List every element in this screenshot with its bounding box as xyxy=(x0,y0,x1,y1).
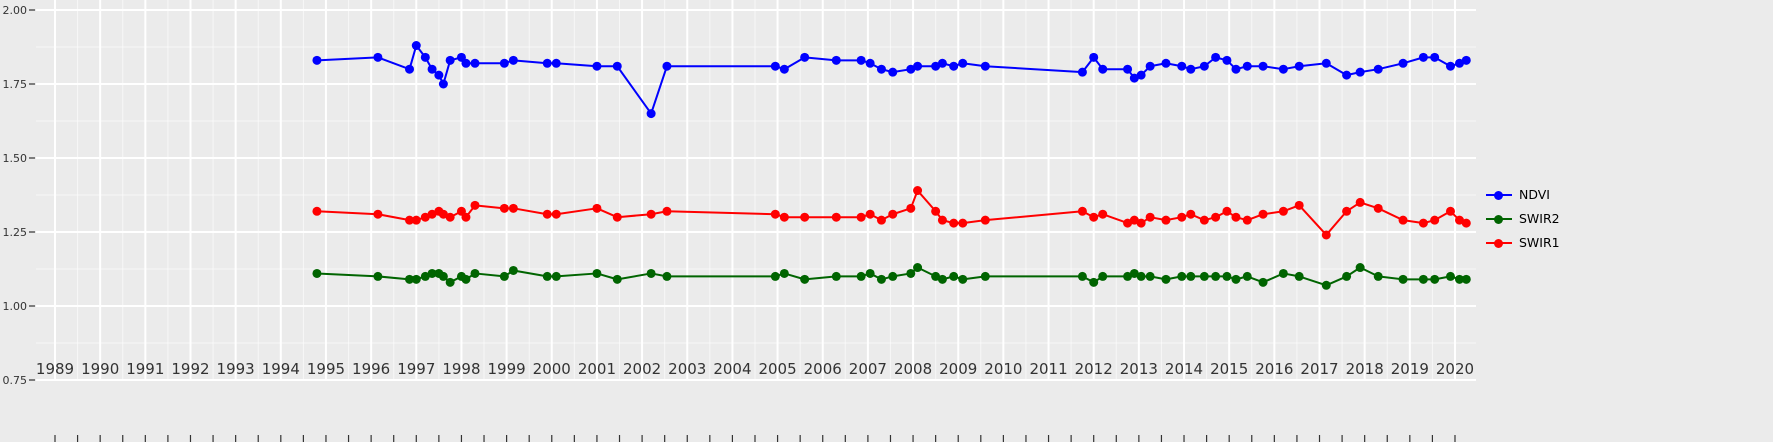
svg-text:2004: 2004 xyxy=(713,360,751,378)
svg-text:1.75: 1.75 xyxy=(3,78,28,91)
svg-text:2.00: 2.00 xyxy=(3,4,28,17)
svg-text:1994: 1994 xyxy=(262,360,300,378)
svg-text:1995: 1995 xyxy=(307,360,345,378)
svg-text:1.25: 1.25 xyxy=(3,226,28,239)
svg-text:2001: 2001 xyxy=(578,360,616,378)
legend-key-swir2-icon xyxy=(1486,211,1512,227)
legend-label-swir1: SWIR1 xyxy=(1519,234,1560,250)
svg-text:2010: 2010 xyxy=(984,360,1022,378)
legend-key-ndvi-icon xyxy=(1486,187,1512,203)
svg-text:1997: 1997 xyxy=(397,360,435,378)
series-swir2 xyxy=(312,263,1471,290)
svg-text:2007: 2007 xyxy=(849,360,887,378)
legend-item-swir2: SWIR2 xyxy=(1486,210,1560,228)
svg-text:1.00: 1.00 xyxy=(3,300,28,313)
svg-text:1993: 1993 xyxy=(217,360,255,378)
x-axis-labels: 1989 1990 1991 1992 1993 1994 1995 1996 1997 1998… xyxy=(36,360,1474,378)
series-swir1 xyxy=(312,186,1471,240)
svg-text:2003: 2003 xyxy=(668,360,706,378)
svg-text:2008: 2008 xyxy=(894,360,932,378)
svg-text:1992: 1992 xyxy=(171,360,209,378)
gridlines-major xyxy=(36,0,1476,381)
svg-text:2000: 2000 xyxy=(533,360,571,378)
svg-text:1996: 1996 xyxy=(352,360,390,378)
svg-text:1989: 1989 xyxy=(36,360,74,378)
svg-text:2016: 2016 xyxy=(1255,360,1293,378)
svg-text:2018: 2018 xyxy=(1346,360,1384,378)
series-ndvi xyxy=(312,41,1471,119)
svg-text:2015: 2015 xyxy=(1210,360,1248,378)
svg-text:0.75: 0.75 xyxy=(3,374,28,387)
gridlines-minor xyxy=(36,0,1476,380)
svg-text:2019: 2019 xyxy=(1391,360,1429,378)
svg-text:2002: 2002 xyxy=(623,360,661,378)
svg-text:1991: 1991 xyxy=(126,360,164,378)
legend: NDVI SWIR2 SWIR1 xyxy=(1486,186,1560,252)
legend-label-ndvi: NDVI xyxy=(1519,186,1550,202)
svg-text:2011: 2011 xyxy=(1029,360,1067,378)
svg-text:2009: 2009 xyxy=(939,360,977,378)
svg-text:2005: 2005 xyxy=(758,360,796,378)
svg-text:1990: 1990 xyxy=(81,360,119,378)
svg-text:2006: 2006 xyxy=(804,360,842,378)
svg-text:2013: 2013 xyxy=(1120,360,1158,378)
svg-text:1999: 1999 xyxy=(488,360,526,378)
legend-key-swir1-icon xyxy=(1486,235,1512,251)
axis-ticks xyxy=(29,9,1456,442)
legend-item-swir1: SWIR1 xyxy=(1486,234,1560,252)
svg-text:2014: 2014 xyxy=(1165,360,1203,378)
svg-text:2020: 2020 xyxy=(1436,360,1474,378)
svg-text:1.50: 1.50 xyxy=(3,152,28,165)
svg-text:1998: 1998 xyxy=(442,360,480,378)
y-axis-labels: 2.00 1.75 1.50 1.25 1.00 0.75 xyxy=(3,4,28,387)
legend-label-swir2: SWIR2 xyxy=(1519,210,1560,226)
svg-text:2012: 2012 xyxy=(1075,360,1113,378)
legend-item-ndvi: NDVI xyxy=(1486,186,1560,204)
svg-text:2017: 2017 xyxy=(1300,360,1338,378)
